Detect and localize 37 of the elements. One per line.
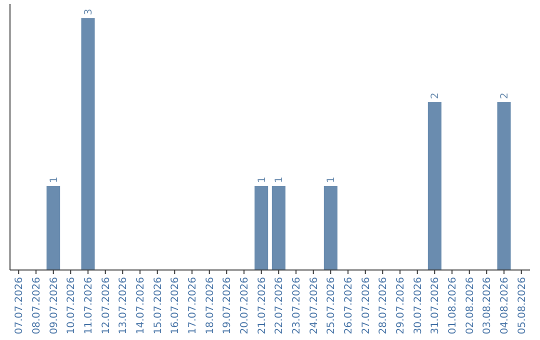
x-tick-label: 11.07.2026 [84,277,94,334]
data-label: 1 [326,176,338,184]
x-tick-label: 03.08.2026 [482,277,494,334]
x-tick-label: 16.07.2026 [170,277,182,334]
x-tick-label: 10.07.2026 [66,277,78,334]
x-tick-label: 29.07.2026 [396,277,406,334]
x-tick-label: 15.07.2026 [152,277,164,334]
data-label: 1 [274,176,286,184]
x-tick-label: 19.07.2026 [222,277,234,334]
x-tick-label: 21.07.2026 [256,277,268,334]
x-tick-label: 12.07.2026 [100,277,112,334]
x-tick-label: 18.07.2026 [204,277,216,334]
x-tick-label: 02.08.2026 [464,277,476,334]
x-tick-label: 13.07.2026 [118,277,130,334]
x-tick-label: 30.07.2026 [412,277,424,334]
x-tick-label: 07.07.2026 [14,277,26,334]
x-tick-label: 26.07.2026 [344,277,354,334]
data-label: 2 [500,92,510,100]
x-tick-label: 23.07.2026 [292,277,302,334]
x-tick-label: 09.07.2026 [48,277,60,334]
x-tick-label: 04.08.2026 [500,277,510,334]
x-tick-label: 08.07.2026 [32,277,42,334]
x-tick-label: 14.07.2026 [136,277,146,334]
data-label: 1 [48,176,60,184]
x-tick-label: 31.07.2026 [430,277,442,334]
data-label: 3 [84,8,94,16]
x-tick-label: 05.08.2026 [516,277,528,334]
x-tick-label: 22.07.2026 [274,277,286,334]
x-tick-label: 25.07.2026 [326,277,338,334]
x-tick-label: 27.07.2026 [360,277,372,334]
data-label: 2 [430,92,442,100]
x-tick-label: 28.07.2026 [378,277,390,334]
x-tick-label: 17.07.2026 [188,277,198,334]
x-tick-label: 24.07.2026 [308,277,320,334]
x-tick-label: 20.07.2026 [240,277,250,334]
data-label: 1 [256,176,268,184]
x-tick-label: 01.08.2026 [448,277,458,334]
